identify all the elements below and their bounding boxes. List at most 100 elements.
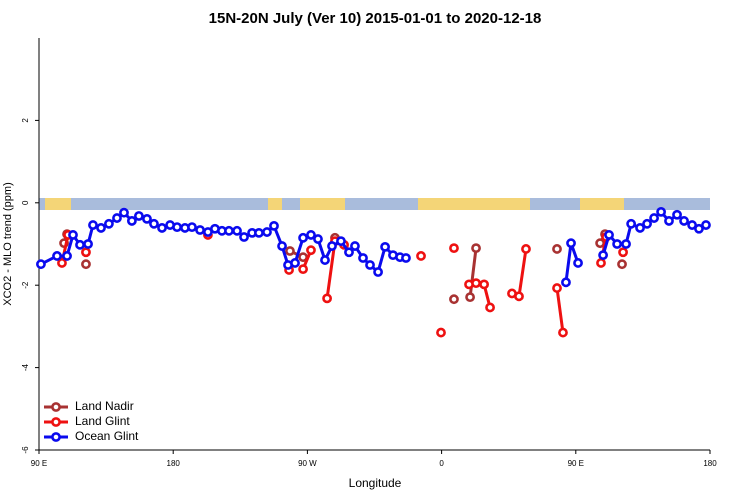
data-point <box>239 232 249 242</box>
x-axis-label: Longitude <box>349 476 402 490</box>
data-point <box>126 216 137 226</box>
data-point <box>679 216 689 226</box>
data-point <box>436 327 446 338</box>
legend-label: Land Nadir <box>75 399 134 413</box>
y-tick-label: -6 <box>21 446 30 454</box>
data-point <box>285 246 295 256</box>
data-point <box>298 252 308 263</box>
data-point <box>81 259 91 270</box>
data-point <box>672 209 682 220</box>
data-point <box>485 302 495 313</box>
y-tick-label: -4 <box>21 363 30 371</box>
data-point <box>313 234 323 244</box>
data-point <box>172 222 182 233</box>
data-point <box>320 255 330 265</box>
data-point <box>621 239 631 249</box>
y-tick-label: -2 <box>21 281 30 289</box>
x-tick-label: 0 <box>439 459 444 468</box>
data-point <box>471 278 481 289</box>
legend-marker <box>51 432 61 442</box>
y-tick-label: 0 <box>21 200 30 205</box>
data-point <box>566 238 576 249</box>
chart-title: 15N-20N July (Ver 10) 2015-01-01 to 2020… <box>209 10 542 27</box>
data-point <box>694 223 704 234</box>
data-point <box>62 251 72 261</box>
data-point <box>336 236 346 247</box>
ocean-band <box>39 198 710 210</box>
data-point <box>112 213 122 223</box>
data-point <box>664 216 674 226</box>
land-patch <box>268 198 282 210</box>
data-point <box>306 245 316 256</box>
data-point <box>617 259 627 270</box>
data-point <box>254 227 264 238</box>
legend-label: Ocean Glint <box>75 429 139 443</box>
data-point <box>358 253 368 263</box>
data-point <box>298 264 308 275</box>
data-point <box>612 239 623 249</box>
data-point <box>649 213 659 223</box>
x-tick-label: 180 <box>703 459 717 468</box>
y-tick-label: 2 <box>21 118 30 123</box>
data-point <box>269 220 279 231</box>
data-point <box>96 223 106 233</box>
data-point <box>598 250 608 261</box>
data-point <box>573 258 583 268</box>
data-point <box>558 327 568 338</box>
data-point <box>119 207 129 218</box>
data-point <box>596 258 606 268</box>
series-line <box>62 235 623 333</box>
data-point <box>642 218 652 229</box>
data-point <box>322 293 332 304</box>
data-point <box>134 211 144 221</box>
data-point <box>479 279 489 290</box>
data-point <box>626 218 637 229</box>
land-patch <box>300 198 345 210</box>
data-point <box>306 230 316 240</box>
data-point <box>59 238 69 249</box>
data-point <box>52 251 62 261</box>
data-point <box>195 225 205 235</box>
data-point <box>290 258 300 268</box>
data-point <box>416 251 426 261</box>
data-point <box>298 232 308 243</box>
data-point <box>561 277 571 288</box>
data-point <box>373 267 383 277</box>
data-point <box>552 283 562 293</box>
data-point <box>262 227 272 237</box>
data-point <box>57 258 67 268</box>
data-point <box>656 206 666 217</box>
data-point <box>68 230 78 240</box>
data-point <box>604 230 614 240</box>
land-patch <box>418 198 530 210</box>
land-patch <box>45 198 71 210</box>
data-point <box>514 291 524 302</box>
data-point <box>465 292 475 303</box>
land-map-strip <box>39 198 710 210</box>
data-point <box>365 260 375 270</box>
data-point <box>618 247 628 258</box>
data-point <box>232 225 242 236</box>
data-point <box>449 294 459 305</box>
data-point <box>595 238 606 249</box>
data-point <box>187 222 197 233</box>
data-point <box>36 259 46 270</box>
data-point <box>224 225 234 236</box>
data-point <box>142 213 152 224</box>
data-point <box>327 241 337 251</box>
data-point <box>88 220 98 230</box>
data-point <box>687 220 698 230</box>
data-point <box>81 247 91 258</box>
data-point <box>635 223 645 233</box>
data-point <box>277 241 287 251</box>
data-point <box>83 239 93 249</box>
data-point <box>104 218 114 229</box>
data-point <box>157 223 167 233</box>
data-point <box>471 243 481 254</box>
data-point <box>552 244 562 254</box>
legend-marker <box>51 417 61 427</box>
data-point <box>75 239 85 250</box>
data-point <box>380 241 390 252</box>
data-point <box>350 241 360 251</box>
